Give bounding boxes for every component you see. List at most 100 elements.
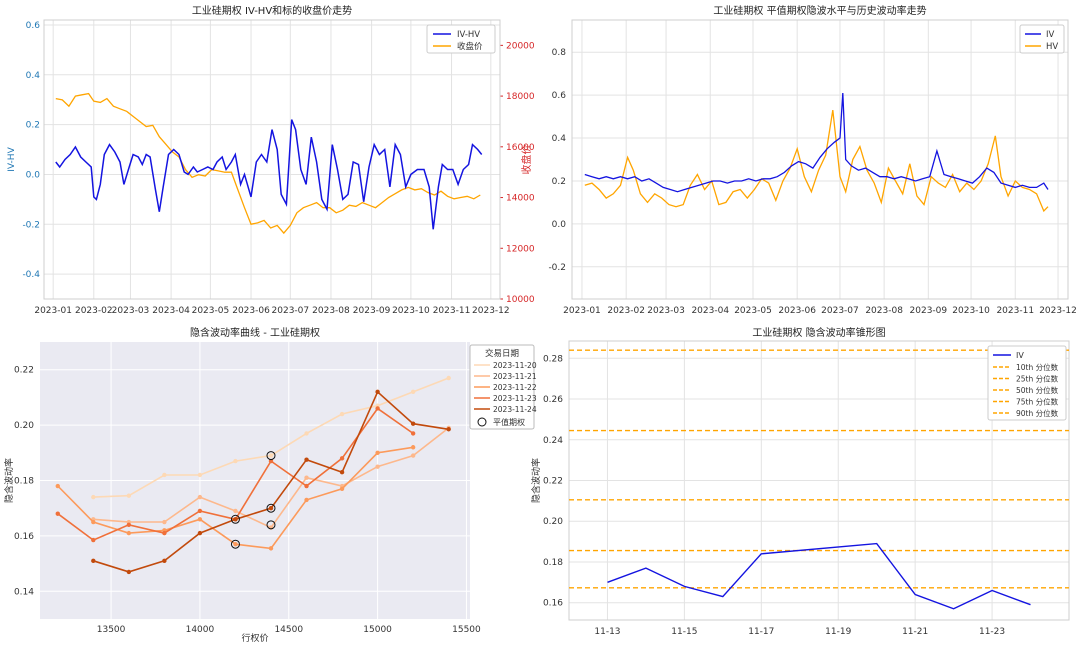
y-tick-label: 0.24 [543, 436, 563, 446]
y2-axis-label: 收盘价 [520, 145, 533, 175]
series-line-close-price [55, 92, 481, 235]
legend-title: 交易日期 [485, 348, 519, 359]
data-point [197, 494, 203, 500]
chart-title: 工业硅期权 隐含波动率锥形图 [752, 326, 885, 339]
data-point [91, 537, 96, 543]
x-tick-label: 2023-10 [392, 306, 430, 316]
chart-title: 工业硅期权 平值期权隐波水平与历史波动率走势 [713, 4, 926, 17]
legend-label: 2023-11-24 [493, 405, 537, 414]
x-tick-label: 2023-06 [778, 306, 816, 316]
atm-marker [266, 451, 276, 461]
data-point [197, 472, 203, 478]
y-tick-label: 0.4 [26, 71, 41, 81]
x-tick-label: 2023-04 [691, 306, 729, 316]
series-line-iv [584, 92, 1049, 193]
x-tick-label: 15000 [363, 625, 392, 635]
series-line-iv-hv [55, 119, 483, 230]
legend-label: IV-HV [457, 30, 480, 40]
data-point [55, 511, 60, 516]
x-tick-label: 2023-12 [472, 306, 510, 316]
y-axis-label: 隐含波动率 [3, 458, 15, 503]
data-point [197, 517, 203, 522]
x-tick-label: 2023-07 [272, 306, 310, 316]
y-tick-label: 0.2 [26, 121, 40, 131]
data-point [304, 457, 309, 462]
legend-label: 10th 分位数 [1016, 362, 1059, 372]
x-tick-label: 2023-11 [433, 306, 471, 316]
x-tick-label: 2023-06 [232, 306, 270, 316]
data-point [304, 431, 309, 436]
chart-title: 隐含波动率曲线 - 工业硅期权 [190, 326, 320, 339]
y-tick-label: 0.6 [552, 91, 567, 101]
x-tick-label: 2023-01 [563, 306, 601, 316]
y-tick-label: 0.14 [14, 587, 34, 597]
y-tick-label: 0.20 [14, 421, 34, 431]
legend-label: 2023-11-23 [493, 394, 537, 403]
data-point [233, 542, 238, 547]
data-point [339, 456, 345, 461]
x-tick-label: 2023-10 [952, 306, 990, 316]
data-point [126, 569, 132, 575]
x-tick-label: 11-19 [825, 627, 851, 637]
data-point [410, 431, 416, 436]
data-point [162, 472, 167, 478]
plot-frame [568, 340, 1070, 621]
legend-label: 收盘价 [457, 41, 483, 52]
data-point [446, 427, 451, 432]
data-point [304, 497, 309, 503]
plot-frame [571, 19, 1069, 300]
atm-marker [266, 520, 276, 530]
y-tick-label: 0.18 [14, 477, 34, 487]
data-point [162, 530, 167, 536]
x-axis-label: 行权价 [241, 632, 268, 644]
legend-label: 90th 分位数 [1016, 408, 1059, 418]
chart-title: 工业硅期权 IV-HV和标的收盘价走势 [192, 4, 352, 17]
x-tick-label: 2023-12 [1039, 306, 1077, 316]
data-point [339, 411, 345, 417]
y-tick-label: 0.28 [543, 354, 563, 364]
x-tick-label: 11-15 [671, 627, 697, 637]
x-tick-label: 2023-09 [353, 306, 391, 316]
legend-label: 75th 分位数 [1016, 397, 1059, 407]
y-tick-label: 0.20 [543, 517, 563, 527]
y2-tick-label: 18000 [506, 92, 535, 102]
x-tick-label: 11-21 [902, 627, 928, 637]
data-point [410, 389, 416, 395]
data-point [126, 493, 132, 498]
data-point [304, 475, 309, 480]
y2-tick-label: 12000 [506, 244, 535, 254]
data-point [410, 453, 416, 458]
x-tick-label: 11-23 [979, 627, 1005, 637]
y-tick-label: 0.16 [543, 599, 563, 609]
y-tick-label: -0.4 [22, 270, 40, 280]
atm-marker [230, 514, 240, 524]
data-point [91, 519, 96, 525]
data-point [375, 406, 380, 411]
legend-label: IV [1016, 351, 1024, 360]
y-tick-label: 0.0 [26, 170, 41, 180]
data-point [162, 558, 167, 564]
x-tick-label: 2023-01 [34, 306, 72, 316]
y2-tick-label: 14000 [506, 194, 535, 204]
data-point [233, 508, 238, 514]
data-point [91, 494, 96, 500]
data-point [55, 483, 60, 489]
y2-tick-label: 16000 [506, 143, 535, 153]
y-tick-label: 0.4 [552, 134, 567, 144]
x-tick-label: 2023-08 [865, 306, 903, 316]
y-tick-label: -0.2 [548, 263, 566, 273]
data-point [233, 458, 238, 464]
x-tick-label: 2023-04 [152, 306, 190, 316]
data-point [233, 517, 238, 522]
y2-tick-label: 10000 [506, 295, 535, 305]
y-tick-label: 0.26 [543, 395, 563, 405]
data-point [339, 469, 345, 475]
data-point [197, 508, 203, 514]
x-tick-label: 2023-05 [192, 306, 230, 316]
y-axis-label: 隐含波动率 [530, 458, 542, 503]
y-tick-label: 0.0 [552, 220, 567, 230]
atm-marker [266, 503, 276, 513]
x-tick-label: 15500 [452, 625, 481, 635]
y-axis-label: IV-HV [7, 146, 17, 171]
